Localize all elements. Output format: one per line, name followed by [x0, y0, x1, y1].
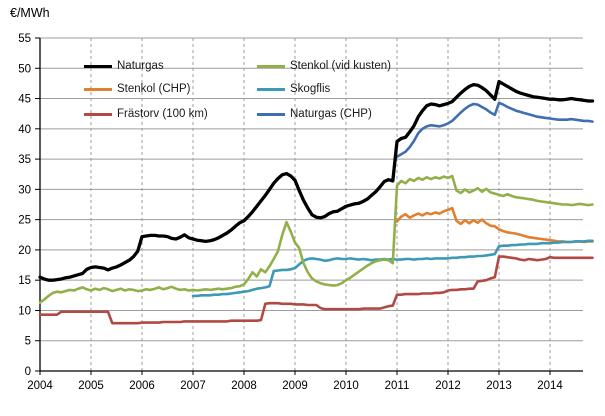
legend-item-stenkol-chp: Stenkol (CHP) [84, 82, 191, 96]
svg-text:30: 30 [18, 184, 31, 196]
stenkol-chp-line-swatch [84, 87, 112, 91]
legend-label: Naturgas [117, 60, 164, 72]
legend-label: Stenkol (CHP) [117, 83, 191, 95]
legend-label: Naturgas (CHP) [290, 108, 372, 120]
svg-text:5: 5 [25, 336, 31, 348]
svg-text:2007: 2007 [180, 380, 206, 392]
svg-text:2004: 2004 [27, 380, 53, 392]
svg-text:55: 55 [18, 33, 31, 45]
svg-text:2008: 2008 [231, 380, 257, 392]
svg-text:50: 50 [18, 63, 31, 75]
svg-text:2014: 2014 [537, 380, 563, 392]
stenkol-kusten-line-swatch [257, 64, 285, 68]
skogflis-line-swatch [257, 87, 285, 91]
svg-text:35: 35 [18, 154, 31, 166]
svg-text:15: 15 [18, 275, 31, 287]
legend-item-naturgas-chp: Naturgas (CHP) [257, 107, 372, 121]
legend-item-frastorv: Frästorv (100 km) [84, 107, 208, 121]
svg-text:20: 20 [18, 245, 31, 257]
svg-text:2005: 2005 [78, 380, 104, 392]
svg-text:40: 40 [18, 124, 31, 136]
y-axis-unit-label: €/MWh [10, 6, 50, 20]
naturgas-line-swatch [84, 64, 112, 68]
svg-text:2006: 2006 [129, 380, 155, 392]
legend-label: Frästorv (100 km) [117, 108, 208, 120]
svg-text:2010: 2010 [333, 380, 359, 392]
frastorv-line-swatch [84, 112, 112, 116]
svg-text:10: 10 [18, 305, 31, 317]
svg-text:2012: 2012 [435, 380, 461, 392]
legend-label: Skogflis [290, 83, 331, 95]
naturgas-chp-line-swatch [257, 112, 285, 116]
svg-text:2011: 2011 [385, 380, 410, 392]
legend-item-naturgas: Naturgas [84, 59, 164, 73]
svg-text:2013: 2013 [486, 380, 512, 392]
svg-text:0: 0 [25, 366, 31, 378]
svg-text:2009: 2009 [282, 380, 308, 392]
svg-text:25: 25 [18, 215, 31, 227]
legend-label: Stenkol (vid kusten) [290, 60, 391, 72]
svg-text:45: 45 [18, 94, 31, 106]
legend-item-skogflis: Skogflis [257, 82, 330, 96]
legend-item-stenkol-kusten: Stenkol (vid kusten) [257, 59, 391, 73]
